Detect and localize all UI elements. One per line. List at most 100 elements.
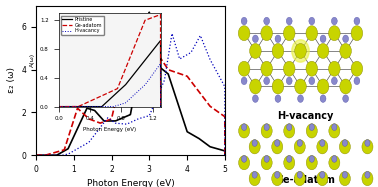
Circle shape [253,35,258,43]
Text: H-vacancy: H-vacancy [277,111,333,121]
Circle shape [329,124,340,138]
Pristine [118,88,123,91]
Circle shape [309,77,315,85]
Circle shape [286,17,292,25]
Circle shape [320,35,326,43]
Circle shape [252,171,257,178]
Circle shape [309,17,315,25]
Circle shape [317,79,329,94]
Text: Ge-adatom: Ge-adatom [275,174,335,185]
H-vacancy [56,105,61,108]
Pristine [56,105,61,108]
H-vacancy [144,82,149,84]
Circle shape [287,156,292,162]
Circle shape [320,95,326,102]
Circle shape [272,171,283,186]
Circle shape [340,44,352,58]
Circle shape [264,124,269,131]
Circle shape [242,156,247,162]
Circle shape [351,26,363,41]
Pristine [158,39,163,42]
Circle shape [249,171,260,186]
Circle shape [261,61,273,76]
Circle shape [284,61,295,76]
Circle shape [272,79,284,94]
Circle shape [309,156,314,162]
Circle shape [252,140,257,146]
Y-axis label: ε₂ (ω): ε₂ (ω) [7,67,16,94]
Legend: Pristine, Ge-adatom, H-vacancy: Pristine, Ge-adatom, H-vacancy [61,16,104,35]
Circle shape [365,171,370,178]
Circle shape [354,77,360,85]
Ge-adatom [63,105,67,108]
Circle shape [351,61,363,76]
Circle shape [295,79,306,94]
Circle shape [306,26,318,41]
Circle shape [343,95,349,102]
Circle shape [306,61,318,76]
Pristine [144,57,149,59]
Pristine [63,105,67,108]
Circle shape [261,156,272,170]
Line: Pristine: Pristine [59,41,161,107]
Circle shape [354,17,360,25]
Ge-adatom [144,19,149,21]
Circle shape [362,171,373,186]
Circle shape [332,156,337,162]
Circle shape [309,124,314,131]
Circle shape [320,171,325,178]
Circle shape [275,95,281,102]
Circle shape [328,61,340,76]
Circle shape [284,26,295,41]
Circle shape [238,26,250,41]
H-vacancy [118,103,123,106]
H-vacancy [158,62,163,65]
Circle shape [343,35,349,43]
Circle shape [340,79,352,94]
Ge-adatom [56,105,61,108]
Circle shape [297,140,302,146]
X-axis label: Photon Energy (eV): Photon Energy (eV) [87,180,174,187]
Circle shape [249,44,261,58]
Circle shape [261,26,273,41]
Circle shape [320,140,325,146]
H-vacancy [121,102,126,105]
Circle shape [287,124,292,131]
Circle shape [264,77,270,85]
Circle shape [332,77,337,85]
Circle shape [239,124,249,138]
Circle shape [238,61,250,76]
Circle shape [294,171,305,186]
Circle shape [332,17,337,25]
Pristine [134,70,138,73]
Circle shape [365,140,370,146]
Circle shape [317,140,328,154]
Circle shape [292,40,309,62]
Circle shape [249,79,261,94]
Circle shape [295,44,306,58]
Circle shape [339,171,350,186]
Ge-adatom [158,13,163,16]
Ge-adatom [158,105,163,108]
Ge-adatom [134,41,138,44]
Pristine [158,105,163,108]
Circle shape [272,140,283,154]
Circle shape [264,156,269,162]
Circle shape [241,77,247,85]
Pristine [121,85,126,88]
Circle shape [339,140,350,154]
Line: Ge-adatom: Ge-adatom [59,15,161,107]
Ge-adatom [121,72,126,74]
Pristine [116,91,120,93]
Circle shape [317,171,328,186]
Ge-adatom [116,87,120,89]
Ge-adatom [118,80,123,82]
Circle shape [286,77,292,85]
Circle shape [239,156,249,170]
Circle shape [264,17,270,25]
Circle shape [249,140,260,154]
Circle shape [274,140,280,146]
Circle shape [297,171,302,178]
Circle shape [261,124,272,138]
H-vacancy [116,104,120,106]
